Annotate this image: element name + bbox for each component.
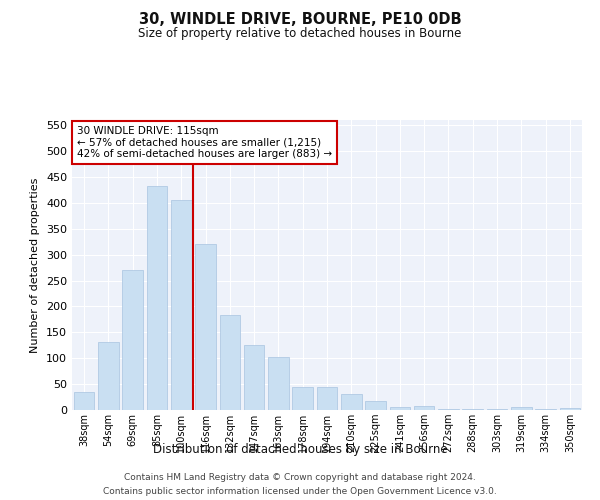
Text: Size of property relative to detached houses in Bourne: Size of property relative to detached ho… [139,28,461,40]
Bar [74,392,94,410]
Bar [414,406,434,410]
Bar [317,386,337,410]
Bar [220,315,240,410]
Bar [389,408,410,410]
Bar [244,346,265,410]
Text: Contains public sector information licensed under the Open Government Licence v3: Contains public sector information licen… [103,488,497,496]
Bar [292,386,313,410]
Bar [560,408,580,410]
Bar [511,408,532,410]
Bar [98,342,119,410]
Bar [268,357,289,410]
Bar [146,186,167,410]
Bar [341,394,362,410]
Bar [122,270,143,410]
Bar [535,409,556,410]
Bar [171,200,191,410]
Bar [365,401,386,410]
Text: Distribution of detached houses by size in Bourne: Distribution of detached houses by size … [152,442,448,456]
Bar [195,244,216,410]
Text: Contains HM Land Registry data © Crown copyright and database right 2024.: Contains HM Land Registry data © Crown c… [124,472,476,482]
Text: 30, WINDLE DRIVE, BOURNE, PE10 0DB: 30, WINDLE DRIVE, BOURNE, PE10 0DB [139,12,461,28]
Text: 30 WINDLE DRIVE: 115sqm
← 57% of detached houses are smaller (1,215)
42% of semi: 30 WINDLE DRIVE: 115sqm ← 57% of detache… [77,126,332,159]
Bar [438,409,459,410]
Y-axis label: Number of detached properties: Number of detached properties [31,178,40,352]
